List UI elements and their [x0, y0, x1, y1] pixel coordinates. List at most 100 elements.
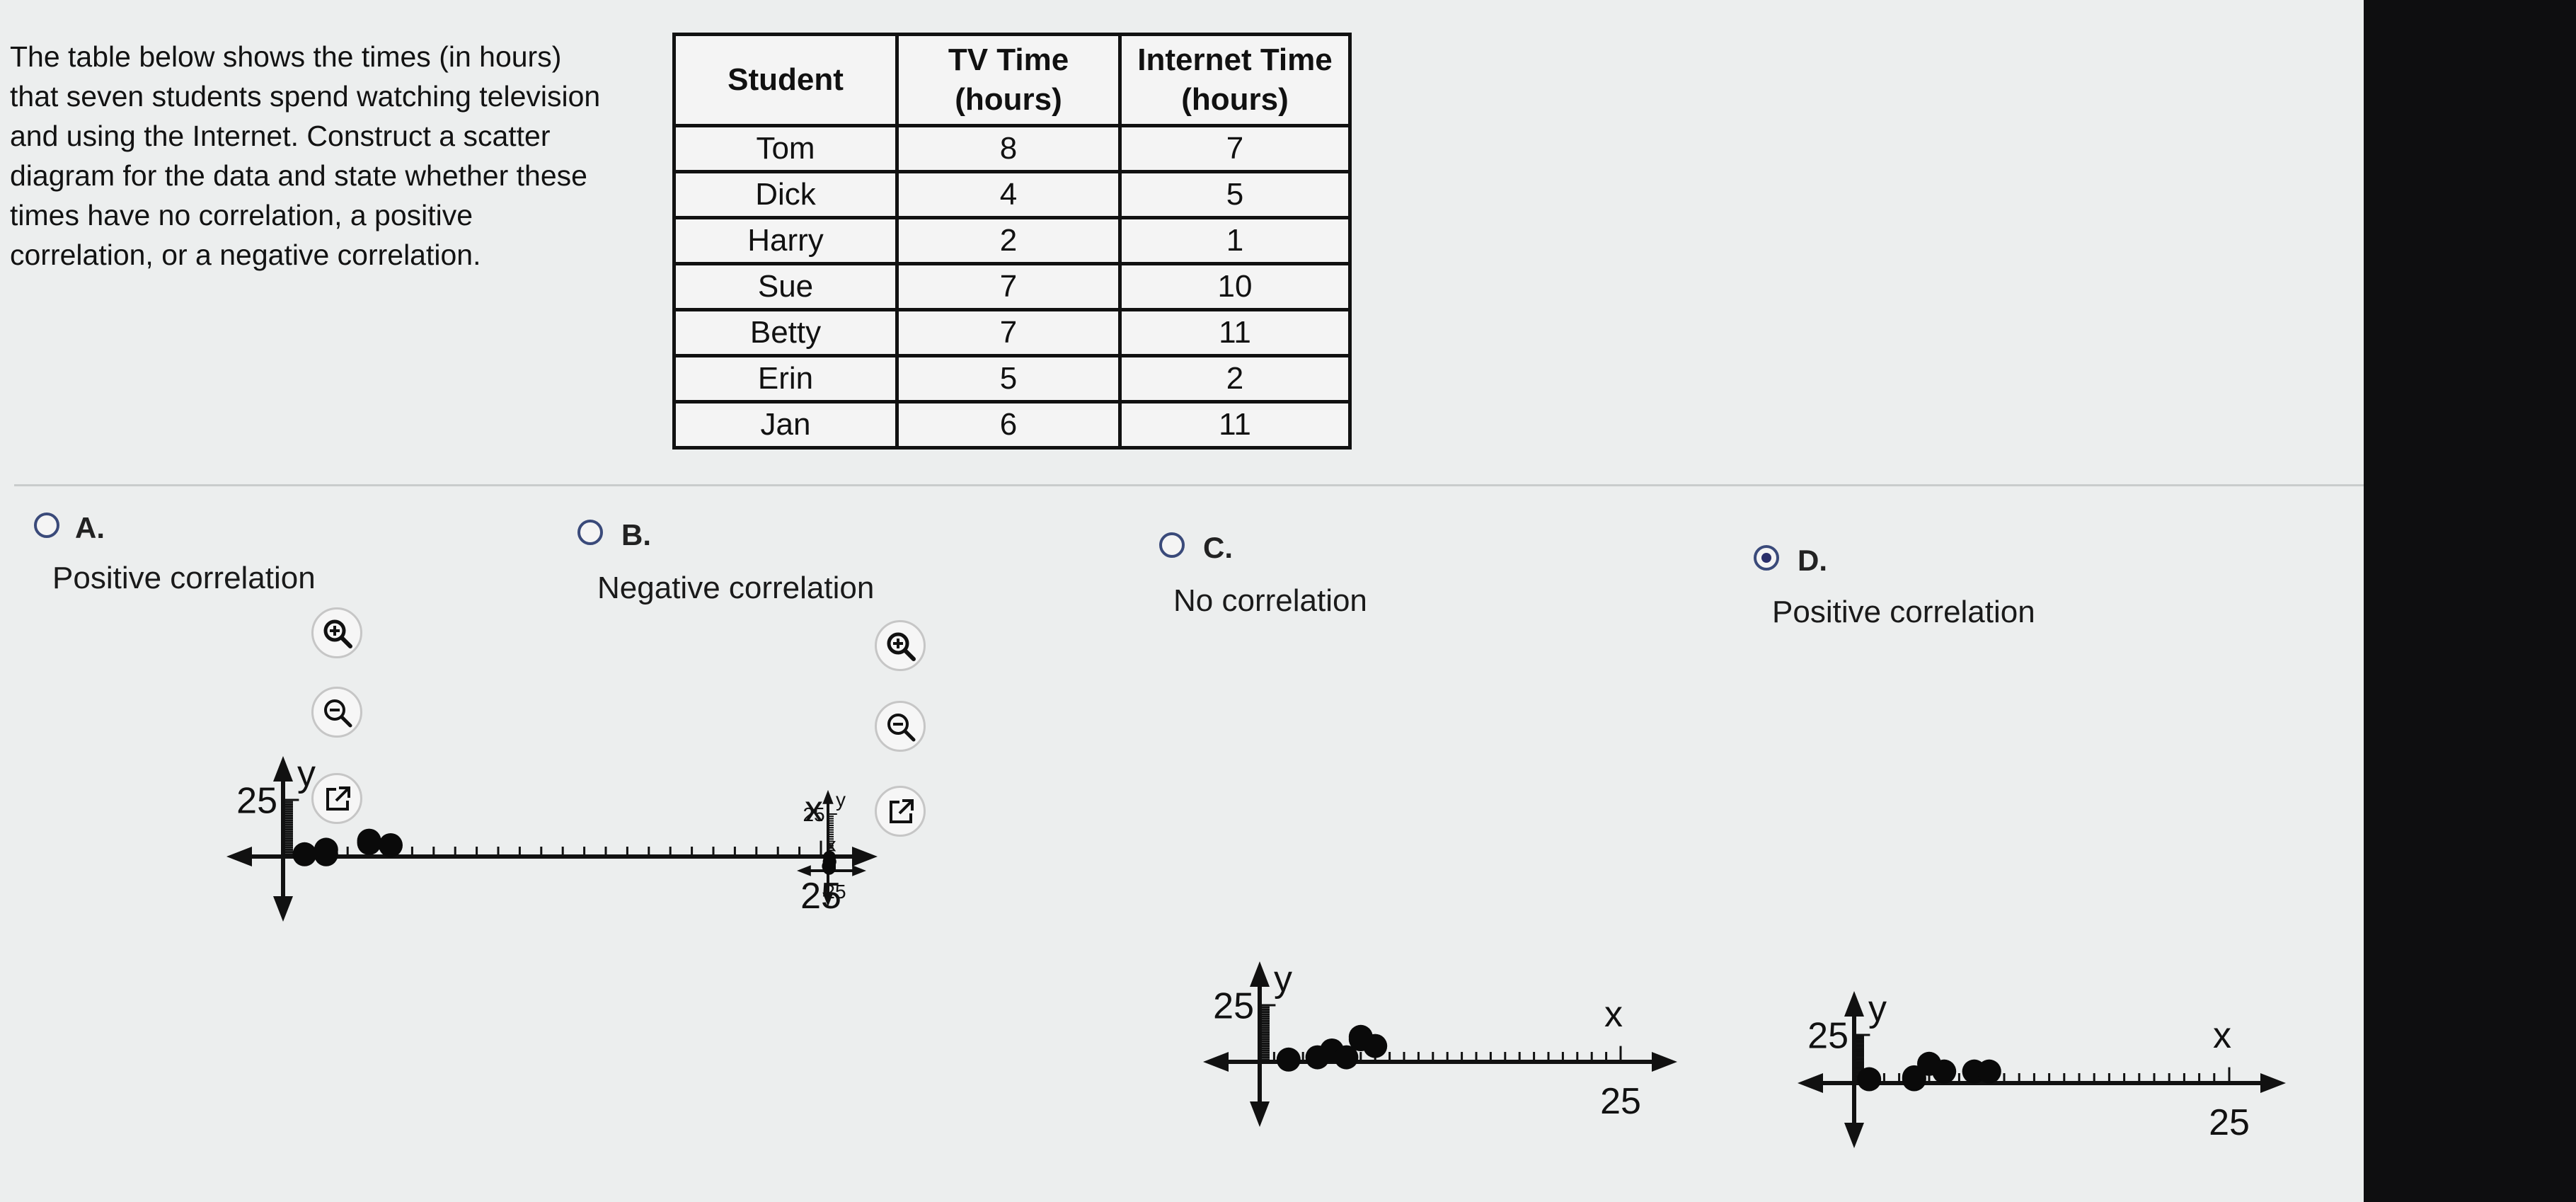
data-point [1857, 1067, 1882, 1092]
data-point [1363, 1034, 1388, 1058]
table-row: Jan 6 11 [672, 400, 1352, 450]
x-tick-label: 25 [800, 876, 841, 917]
y-tick-label: 25 [1213, 986, 1254, 1027]
x-axis-arrow-right [2260, 1073, 2286, 1093]
screen: The table below shows the times (in hour… [10, 33, 2392, 1148]
option-a-label: Positive correlation [52, 561, 316, 595]
x-axis-arrow-left [797, 865, 811, 876]
x-axis-arrow-right [852, 865, 866, 876]
internet-time-cell: 11 [1118, 400, 1352, 450]
y-axis-arrow-up [822, 789, 834, 804]
option-b[interactable]: B. Negative correlation [572, 517, 1067, 885]
x-axis-arrow-left [226, 847, 252, 866]
student-cell: Harry [672, 216, 899, 265]
option-c-letter: C. [1203, 531, 1233, 564]
data-point [1977, 1059, 2001, 1084]
zoom-in-button-a[interactable] [311, 607, 362, 658]
y-axis-arrow-down [1250, 1101, 1270, 1127]
table-row: Dick 4 5 [672, 170, 1352, 219]
tv-time-cell: 5 [895, 354, 1122, 403]
tv-time-cell: 7 [895, 308, 1122, 357]
internet-time-cell: 2 [1118, 354, 1352, 403]
section-divider [14, 484, 2392, 486]
table-row: Sue 7 10 [672, 262, 1352, 311]
student-cell: Tom [672, 124, 899, 173]
data-point [379, 833, 403, 857]
y-tick-label: 25 [803, 803, 824, 825]
option-b-label: Negative correlation [597, 571, 875, 605]
internet-time-cell: 5 [1118, 170, 1352, 219]
zoom-out-icon [887, 714, 916, 742]
y-axis-arrow-up [1844, 991, 1864, 1017]
external-link-icon [890, 799, 914, 823]
x-axis-label: x [827, 834, 836, 856]
zoom-in-icon [887, 632, 916, 661]
table-row: Harry 2 1 [672, 216, 1352, 265]
y-axis-arrow-up [1250, 961, 1270, 987]
x-axis-arrow-right [852, 847, 878, 866]
student-cell: Dick [672, 170, 899, 219]
radio-option-b[interactable] [577, 520, 603, 545]
option-b-letter: B. [621, 518, 651, 551]
student-cell: Erin [672, 354, 899, 403]
x-tick-label: 25 [824, 881, 846, 903]
radio-option-a[interactable] [34, 513, 59, 538]
radio-option-c[interactable] [1159, 532, 1185, 558]
internet-time-cell: 10 [1118, 262, 1352, 311]
zoom-out-icon [324, 699, 352, 728]
data-point [1305, 1045, 1330, 1070]
option-d-label: Positive correlation [1772, 595, 2035, 629]
y-axis-arrow-up [273, 756, 293, 782]
table-header-row: Student TV Time (hours) Internet Time (h… [672, 33, 1352, 127]
option-d-letter: D. [1798, 544, 1827, 577]
zoom-out-button-a[interactable] [311, 687, 362, 738]
student-cell: Betty [672, 308, 899, 357]
data-table: Student TV Time (hours) Internet Time (h… [672, 33, 1352, 450]
y-axis-arrow-down [273, 896, 293, 922]
y-axis-label: y [1274, 958, 1292, 1000]
student-cell: Jan [672, 400, 899, 450]
tv-time-cell: 8 [895, 124, 1122, 173]
data-point [292, 842, 317, 866]
scatter-plot-c: 25 25 x y [1203, 958, 1677, 1127]
column-header: Internet Time (hours) [1118, 33, 1352, 127]
open-new-window-button-b[interactable] [875, 786, 926, 837]
scatter-plot-d: 25 25 x y [1798, 988, 2286, 1148]
y-axis-arrow-down [822, 892, 834, 907]
option-d[interactable]: D. Positive correlation [1748, 542, 2243, 629]
open-new-window-button-a[interactable] [311, 773, 362, 824]
data-point [1276, 1047, 1301, 1072]
tv-time-cell: 2 [895, 216, 1122, 265]
x-axis-label: x [1604, 994, 1623, 1035]
data-point [314, 837, 338, 862]
x-axis-arrow-right [1652, 1052, 1677, 1072]
device-bezel [2364, 0, 2576, 1202]
x-axis-label: x [805, 789, 823, 830]
data-point [1932, 1059, 1957, 1084]
radio-option-d[interactable] [1754, 545, 1779, 571]
y-axis-label: y [1868, 988, 1887, 1029]
x-tick-label: 25 [1600, 1081, 1641, 1122]
table-row: Tom 8 7 [672, 124, 1352, 173]
column-header: Student [672, 33, 899, 127]
table-row: Betty 7 11 [672, 308, 1352, 357]
x-axis-arrow-left [1203, 1052, 1229, 1072]
radio-selected-dot [1761, 553, 1771, 563]
zoom-out-button-b[interactable] [875, 701, 926, 752]
zoom-in-button-b[interactable] [875, 620, 926, 671]
data-point [357, 828, 381, 853]
y-tick-label: 25 [1807, 1016, 1848, 1057]
tv-time-cell: 6 [895, 400, 1122, 450]
data-point [1334, 1045, 1359, 1070]
x-axis-arrow-left [1798, 1073, 1823, 1093]
option-c[interactable]: C. No correlation [1154, 530, 1649, 618]
option-a-letter: A. [75, 511, 105, 544]
x-axis-label: x [2213, 1015, 2231, 1056]
option-c-label: No correlation [1173, 583, 1367, 618]
internet-time-cell: 1 [1118, 216, 1352, 265]
question-text: The table below shows the times (in hour… [10, 40, 601, 271]
y-axis-label: y [836, 789, 846, 811]
option-a[interactable]: A. Positive correlation [28, 510, 524, 878]
